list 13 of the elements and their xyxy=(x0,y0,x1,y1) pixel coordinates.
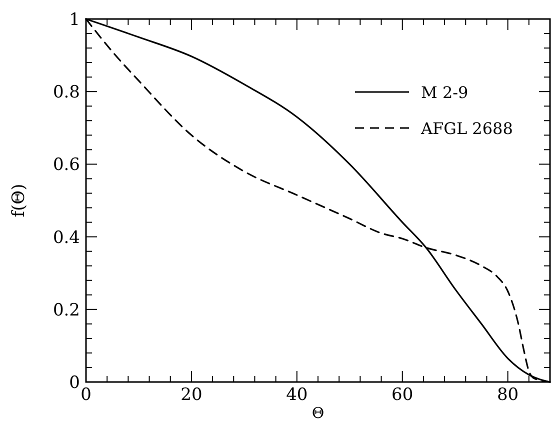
legend-label: M 2-9 xyxy=(421,83,468,102)
legend-label: AFGL 2688 xyxy=(420,119,513,138)
x-axis-title: Θ xyxy=(312,404,324,421)
y-tick-label: 0.6 xyxy=(52,155,80,176)
x-tick-label: 40 xyxy=(286,385,308,405)
y-axis-title: f(Θ) xyxy=(9,184,29,218)
y-tick-label: 0.4 xyxy=(52,228,80,248)
y-tick-label: 0.2 xyxy=(52,300,80,320)
y-tick-label: 0.8 xyxy=(52,82,80,103)
x-tick-label: 20 xyxy=(180,385,202,405)
y-tick-label: 1 xyxy=(69,10,80,30)
x-tick-label: 60 xyxy=(392,385,414,405)
x-tick-label: 80 xyxy=(497,385,519,405)
